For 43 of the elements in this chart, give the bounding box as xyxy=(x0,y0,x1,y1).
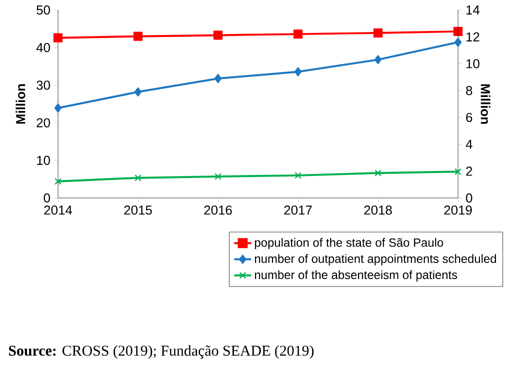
x-tick-label: 2014 xyxy=(44,206,72,215)
x-tick-label: 2017 xyxy=(284,206,312,215)
x-tick-label: 2015 xyxy=(124,206,152,215)
point xyxy=(373,28,383,38)
y2-tick-label: 8 xyxy=(466,86,472,96)
y-tick-label: 30 xyxy=(36,80,50,90)
y2-tick-label: 14 xyxy=(466,6,480,14)
y2-tick-label: 4 xyxy=(466,140,472,149)
text: Source: CROSS (2019); Fundação SEADE (2019) xyxy=(8,345,314,359)
y2-tick-label: 10 xyxy=(466,59,480,68)
point xyxy=(53,33,63,42)
point xyxy=(54,103,62,113)
y-tick-label: 40 xyxy=(36,43,50,52)
point xyxy=(133,32,143,41)
point xyxy=(294,67,302,76)
point xyxy=(374,170,382,176)
y2-tick-label: 0 xyxy=(466,193,472,203)
y-tick-label: 20 xyxy=(36,118,50,128)
y-tick-label: 0 xyxy=(44,193,50,203)
legend-label: population of the state of São Paulo xyxy=(254,238,444,250)
point xyxy=(54,178,62,185)
point xyxy=(213,30,223,40)
y2-axis-title: Million xyxy=(480,84,490,124)
y2-tick-label: 2 xyxy=(466,166,472,176)
x-tick-label: 2018 xyxy=(364,206,392,215)
x-tick-label: 2019 xyxy=(444,206,472,215)
legend-label: number of the absenteeism of patients xyxy=(255,270,458,282)
legend-label: number of outpatient appointments scheduled xyxy=(255,254,496,266)
point xyxy=(454,38,462,47)
y2-tick-label: 6 xyxy=(466,112,472,122)
y-axis-title: Million xyxy=(16,84,26,124)
x-tick-label: 2016 xyxy=(204,206,232,215)
y2-tick-label: 12 xyxy=(466,32,480,42)
point xyxy=(214,74,222,84)
point xyxy=(374,55,382,64)
y-tick-label: 50 xyxy=(36,5,50,15)
point xyxy=(214,173,222,180)
point xyxy=(134,87,142,96)
point xyxy=(454,168,462,176)
y-tick-label: 10 xyxy=(37,156,50,165)
point xyxy=(293,29,303,39)
point xyxy=(294,172,302,179)
point xyxy=(134,174,142,182)
